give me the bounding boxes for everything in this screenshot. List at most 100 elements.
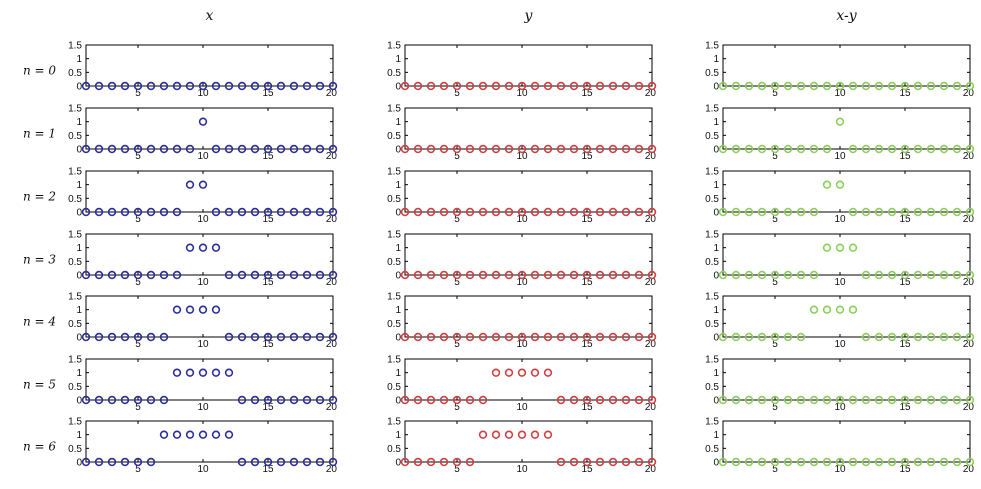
point-x-n-0-x16 xyxy=(276,81,286,91)
xtick-label-x-y-n-2-1: 10 xyxy=(834,214,846,225)
xtick-label-y-n-4-0: 5 xyxy=(454,339,460,350)
xtick-label-y-n-0-0: 5 xyxy=(454,88,460,99)
point-y-n-0-x6 xyxy=(465,81,475,91)
point-x-y-n-4-x1 xyxy=(718,332,728,342)
point-y-n-5-x13 xyxy=(556,395,566,405)
xtick-label-x-y-n-3-3: 20 xyxy=(963,277,975,288)
ytick-label-x-y-n-4-1: 0.5 xyxy=(705,319,719,330)
point-x-n-4-x17 xyxy=(289,332,299,342)
ytick-label-x-n-5-3: 1.5 xyxy=(68,355,82,366)
point-y-n-1-x11 xyxy=(530,144,540,154)
xtick-label-y-n-6-0: 5 xyxy=(454,464,460,475)
point-x-y-n-1-x11 xyxy=(848,144,858,154)
xtick-label-y-n-6-3: 20 xyxy=(645,464,657,475)
panel-frame-x-y-n-0 xyxy=(722,44,971,87)
point-x-n-5-x1 xyxy=(81,395,91,405)
point-y-n-3-x13 xyxy=(556,270,566,280)
point-x-y-n-3-x3 xyxy=(744,270,754,280)
point-x-n-4-x4 xyxy=(120,332,130,342)
point-x-n-3-x9 xyxy=(185,243,195,252)
point-x-y-n-2-x20 xyxy=(965,207,975,217)
ytick-label-x-n-0-0: 0 xyxy=(76,82,82,93)
point-x-n-6-x9 xyxy=(185,430,195,439)
point-x-n-5-x2 xyxy=(94,395,104,405)
point-y-n-0-x15 xyxy=(582,81,592,91)
ytick-label-y-n-4-2: 1 xyxy=(395,305,401,316)
xtick-label-x-n-3-1: 10 xyxy=(197,277,209,288)
point-x-n-0-x6 xyxy=(146,81,156,91)
point-y-n-3-x18 xyxy=(621,270,631,280)
ytick-label-y-n-5-0: 0 xyxy=(395,396,401,407)
point-x-y-n-3-x18 xyxy=(939,270,949,280)
xtick-label-x-n-4-0: 5 xyxy=(135,339,141,350)
point-y-n-5-x7 xyxy=(478,395,488,405)
xtick-label-y-n-2-1: 10 xyxy=(516,214,528,225)
point-x-n-6-x13 xyxy=(237,457,247,467)
point-x-n-3-x10 xyxy=(198,243,208,252)
point-x-n-1-x19 xyxy=(315,144,325,154)
point-x-y-n-6-x6 xyxy=(783,457,793,467)
point-y-n-2-x2 xyxy=(413,207,423,217)
point-y-n-5-x19 xyxy=(634,395,644,405)
point-x-y-n-4-x20 xyxy=(965,332,975,342)
point-x-n-3-x1 xyxy=(81,270,91,280)
point-y-n-0-x17 xyxy=(608,81,618,91)
point-x-y-n-3-x15 xyxy=(900,270,910,280)
point-y-n-3-x14 xyxy=(569,270,579,280)
panel-frame-x-y-n-2 xyxy=(722,170,971,213)
ytick-label-x-n-4-3: 1.5 xyxy=(68,292,82,303)
point-x-y-n-3-x10 xyxy=(835,243,845,252)
ytick-label-y-n-3-2: 1 xyxy=(395,243,401,254)
point-x-n-4-x18 xyxy=(302,332,312,342)
point-x-n-3-x11 xyxy=(211,243,221,252)
point-x-n-6-x6 xyxy=(146,457,156,467)
xtick-label-x-n-1-3: 20 xyxy=(326,151,338,162)
xtick-label-y-n-5-1: 10 xyxy=(516,402,528,413)
point-y-n-3-x11 xyxy=(530,270,540,280)
point-y-n-5-x18 xyxy=(621,395,631,405)
xtick-label-x-y-n-6-0: 5 xyxy=(772,464,778,475)
point-x-n-1-x11 xyxy=(211,144,221,154)
xtick-label-x-y-n-3-1: 10 xyxy=(834,277,846,288)
ytick-label-x-n-0-3: 1.5 xyxy=(68,41,82,52)
point-x-n-1-x1 xyxy=(81,144,91,154)
ytick-label-y-n-4-3: 1.5 xyxy=(387,292,401,303)
point-x-n-4-x13 xyxy=(237,332,247,342)
point-x-y-n-2-x17 xyxy=(926,207,936,217)
point-x-n-0-x15 xyxy=(263,81,273,91)
point-y-n-6-x2 xyxy=(413,457,423,467)
point-x-y-n-1-x18 xyxy=(939,144,949,154)
point-y-n-0-x7 xyxy=(478,81,488,91)
point-x-n-3-x12 xyxy=(224,270,234,280)
point-x-y-n-2-x9 xyxy=(822,180,832,189)
point-x-n-5-x12 xyxy=(224,368,234,377)
ytick-label-x-n-1-0: 0 xyxy=(76,145,82,156)
xtick-label-x-n-5-0: 5 xyxy=(135,402,141,413)
point-x-y-n-5-x20 xyxy=(965,395,975,405)
panel-frame-x-y-n-1 xyxy=(722,107,971,150)
point-y-n-5-x16 xyxy=(595,395,605,405)
xtick-label-x-y-n-5-0: 5 xyxy=(772,402,778,413)
point-x-n-4-x9 xyxy=(185,305,195,314)
point-x-y-n-4-x14 xyxy=(887,332,897,342)
xtick-label-y-n-4-2: 15 xyxy=(581,339,593,350)
point-x-n-3-x19 xyxy=(315,270,325,280)
point-y-n-3-x9 xyxy=(504,270,514,280)
xtick-label-x-n-2-3: 20 xyxy=(326,214,338,225)
point-y-n-0-x2 xyxy=(413,81,423,91)
point-x-n-1-x5 xyxy=(133,144,143,154)
point-x-y-n-2-x4 xyxy=(757,207,767,217)
point-x-n-3-x6 xyxy=(146,270,156,280)
point-x-y-n-0-x6 xyxy=(783,81,793,91)
point-y-n-5-x10 xyxy=(517,368,527,377)
ytick-label-x-y-n-5-2: 1 xyxy=(713,368,719,379)
point-x-y-n-6-x10 xyxy=(835,457,845,467)
xtick-label-x-n-6-2: 15 xyxy=(262,464,274,475)
xtick-label-x-n-2-2: 15 xyxy=(262,214,274,225)
ytick-label-x-n-4-0: 0 xyxy=(76,333,82,344)
point-x-n-0-x9 xyxy=(185,81,195,91)
point-x-y-n-1-x10 xyxy=(835,117,845,126)
ytick-label-x-n-2-1: 0.5 xyxy=(68,194,82,205)
point-x-n-4-x20 xyxy=(328,332,338,342)
